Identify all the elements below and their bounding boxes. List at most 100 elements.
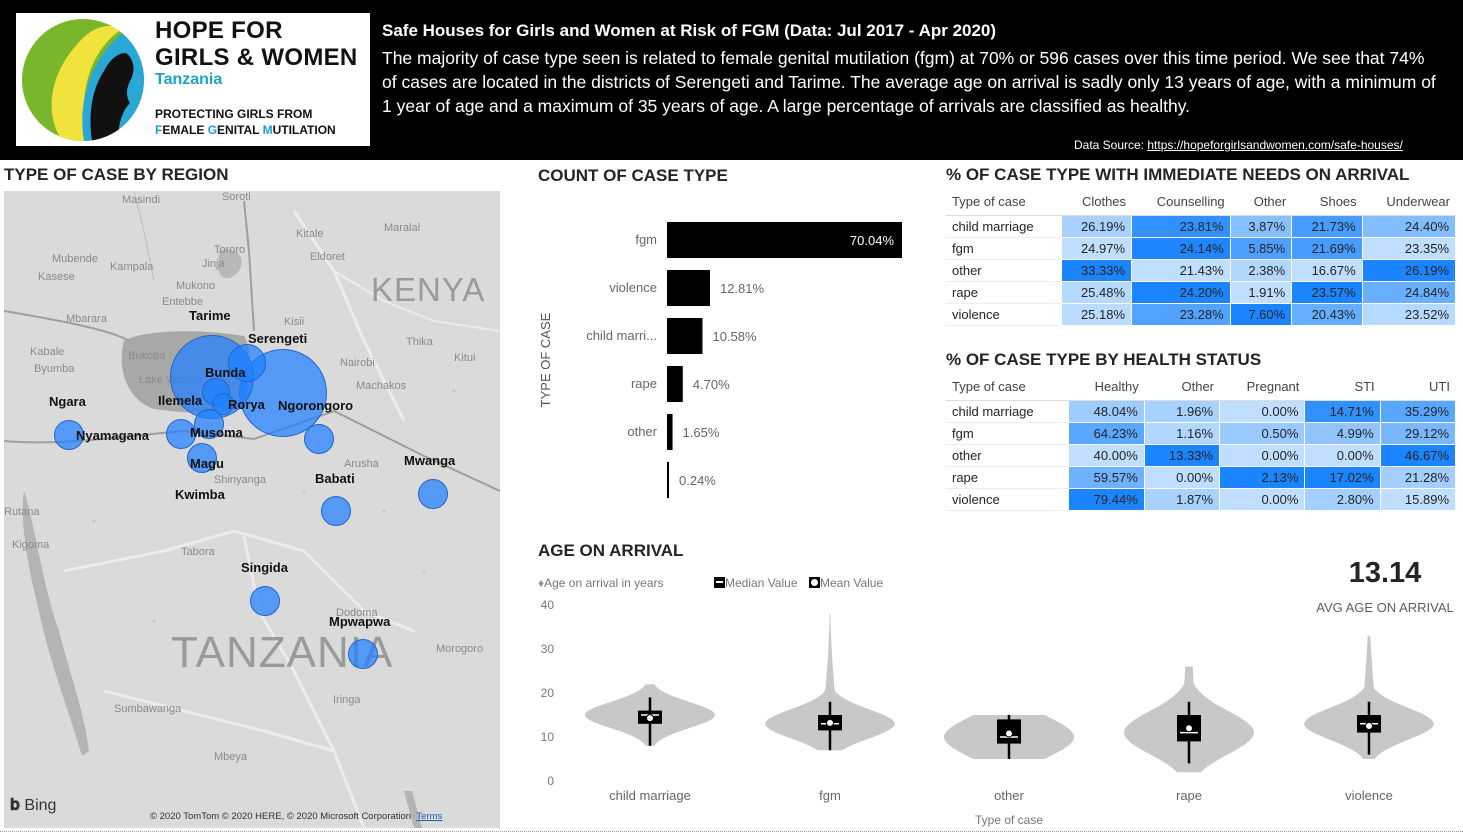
- health-column-header[interactable]: Other: [1144, 373, 1221, 401]
- bar-5[interactable]: [667, 462, 669, 498]
- violin-y-tick: 10: [541, 730, 555, 744]
- needs-cell: 26.19%: [1362, 260, 1456, 282]
- health-row[interactable]: other 40.00% 13.33% 0.00% 0.00% 46.67%: [946, 445, 1456, 467]
- health-cell: 0.00%: [1220, 445, 1306, 467]
- needs-matrix: Type of case Clothes Counselling Other Shoes…: [946, 188, 1456, 326]
- health-row[interactable]: child marriage 48.04% 1.96% 0.00% 14.71% 35.2…: [946, 401, 1456, 423]
- needs-column-header[interactable]: Counselling: [1132, 188, 1231, 216]
- needs-column-header[interactable]: Type of case: [946, 188, 1062, 216]
- region-bubble-ngorongoro-small[interactable]: [304, 424, 334, 454]
- region-bubble-ilemela[interactable]: [166, 419, 196, 449]
- violin-title: AGE ON ARRIVAL: [538, 541, 684, 560]
- report-title: Safe Houses for Girls and Women at Risk …: [382, 21, 997, 40]
- region-label: Mwanga: [404, 453, 456, 468]
- place-label: Dodoma: [336, 607, 378, 619]
- region-label: Babati: [315, 471, 355, 486]
- place-label: Kitui: [454, 352, 476, 364]
- place-label: Sumbawanga: [114, 703, 182, 715]
- health-cell: 15.89%: [1380, 489, 1456, 511]
- needs-cell: 20.43%: [1292, 304, 1363, 326]
- region-bubble-magu[interactable]: [187, 443, 217, 473]
- violin-violence[interactable]: [1304, 635, 1434, 759]
- needs-row-label: rape: [946, 282, 1062, 304]
- bar-category-label: fgm: [635, 232, 657, 247]
- terms-link[interactable]: Terms: [416, 811, 443, 822]
- needs-cell: 21.73%: [1292, 216, 1363, 238]
- data-source: Data Source: https://hopeforgirlsandwome…: [1074, 138, 1403, 152]
- bar-value-label: 12.81%: [720, 281, 765, 296]
- data-source-link[interactable]: https://hopeforgirlsandwomen.com/safe-ho…: [1147, 138, 1403, 152]
- logo-emblem-icon: [22, 19, 144, 141]
- header-banner: HOPE FOR GIRLS & WOMEN Tanzania PROTECTI…: [0, 0, 1463, 160]
- bar-3[interactable]: [667, 366, 683, 402]
- needs-column-header[interactable]: Clothes: [1061, 188, 1133, 216]
- health-column-header[interactable]: STI: [1305, 373, 1381, 401]
- region-bubble-mwanga[interactable]: [418, 479, 448, 509]
- violin-category-label: child marriage: [609, 788, 691, 803]
- needs-row[interactable]: other 33.33% 21.43% 2.38% 16.67% 26.19%: [946, 260, 1456, 282]
- violin-x-axis-title: Type of case: [975, 813, 1043, 827]
- region-bubble-mpwapwa[interactable]: [348, 639, 378, 669]
- place-label: Mukono: [176, 280, 216, 292]
- health-row[interactable]: violence 79.44% 1.87% 0.00% 2.80% 15.89%: [946, 489, 1456, 511]
- avg-age-kpi-label: AVG AGE ON ARRIVAL: [1316, 600, 1454, 615]
- region-map[interactable]: Masindi Soroti Kitale Maralal Mubende Ka…: [4, 191, 500, 828]
- needs-cell: 25.48%: [1061, 282, 1133, 304]
- needs-cell: 24.20%: [1132, 282, 1231, 304]
- place-label: Bukoba: [128, 350, 166, 362]
- health-cell: 4.99%: [1305, 423, 1381, 445]
- report-description: The majority of case type seen is relate…: [382, 48, 1436, 116]
- bing-logo: 𝐛 Bing: [10, 797, 57, 814]
- health-row[interactable]: fgm 64.23% 1.16% 0.50% 4.99% 29.12%: [946, 423, 1456, 445]
- needs-row[interactable]: violence 25.18% 23.28% 7.60% 20.43% 23.52%: [946, 304, 1456, 326]
- region-bubble-rorya[interactable]: [212, 393, 234, 415]
- region-bubble-babati[interactable]: [321, 496, 351, 526]
- health-row[interactable]: rape 59.57% 0.00% 2.13% 17.02% 21.28%: [946, 467, 1456, 489]
- logo-tagline-1: PROTECTING GIRLS FROM: [155, 107, 313, 121]
- needs-column-header[interactable]: Shoes: [1292, 188, 1363, 216]
- violin-category-label: other: [994, 788, 1024, 803]
- violin-mean-dot: [1185, 724, 1193, 733]
- needs-row[interactable]: fgm 24.97% 24.14% 5.85% 21.69% 23.35%: [946, 238, 1456, 260]
- health-row-label: other: [946, 445, 1070, 467]
- place-label: Rutana: [4, 506, 40, 518]
- logo-country: Tanzania: [155, 71, 223, 88]
- violin-category-label: rape: [1176, 788, 1202, 803]
- region-bubble-singida[interactable]: [250, 586, 280, 616]
- bar-1[interactable]: [667, 270, 710, 306]
- region-label: Musoma: [190, 425, 243, 440]
- map-copyright: © 2020 TomTom © 2020 HERE, © 2020 Micros…: [150, 811, 443, 822]
- needs-column-header[interactable]: Other: [1230, 188, 1293, 216]
- health-column-header[interactable]: UTI: [1380, 373, 1456, 401]
- mean-legend-icon: [809, 577, 820, 588]
- health-column-header[interactable]: Pregnant: [1220, 373, 1306, 401]
- needs-column-header[interactable]: Underwear: [1362, 188, 1456, 216]
- place-label: Kabale: [30, 346, 65, 358]
- needs-cell: 24.97%: [1061, 238, 1133, 260]
- needs-cell: 23.28%: [1132, 304, 1231, 326]
- bar-value-label: 0.24%: [679, 473, 716, 488]
- health-cell: 64.23%: [1069, 423, 1145, 445]
- region-bubble-serengeti[interactable]: [228, 344, 266, 382]
- region-label: Ngorongoro: [278, 398, 354, 413]
- health-column-header[interactable]: Healthy: [1069, 373, 1145, 401]
- violin-fgm[interactable]: [765, 613, 895, 751]
- logo-title-line1: HOPE FOR: [155, 17, 283, 44]
- needs-cell: 1.91%: [1230, 282, 1293, 304]
- bar-0[interactable]: [667, 222, 902, 258]
- region-bubble-ngara[interactable]: [54, 420, 84, 450]
- violin-category-label: fgm: [819, 788, 841, 803]
- place-label: Entebbe: [162, 296, 203, 308]
- health-column-header[interactable]: Type of case: [946, 373, 1070, 401]
- needs-cell: 24.14%: [1132, 238, 1231, 260]
- needs-row[interactable]: child marriage 26.19% 23.81% 3.87% 21.73% 24.…: [946, 216, 1456, 238]
- place-label: Machakos: [356, 380, 407, 392]
- region-label: Bunda: [205, 365, 246, 380]
- health-cell: 21.28%: [1380, 467, 1456, 489]
- region-bubble-musoma[interactable]: [194, 409, 224, 439]
- bar-4[interactable]: [667, 414, 673, 450]
- needs-row[interactable]: rape 25.48% 24.20% 1.91% 23.57% 24.84%: [946, 282, 1456, 304]
- place-label: Byumba: [34, 363, 75, 375]
- case-type-bar-chart: TYPE OF CASE fgm 70.04% violence 12.81% child…: [538, 222, 902, 498]
- bar-2[interactable]: [667, 318, 703, 354]
